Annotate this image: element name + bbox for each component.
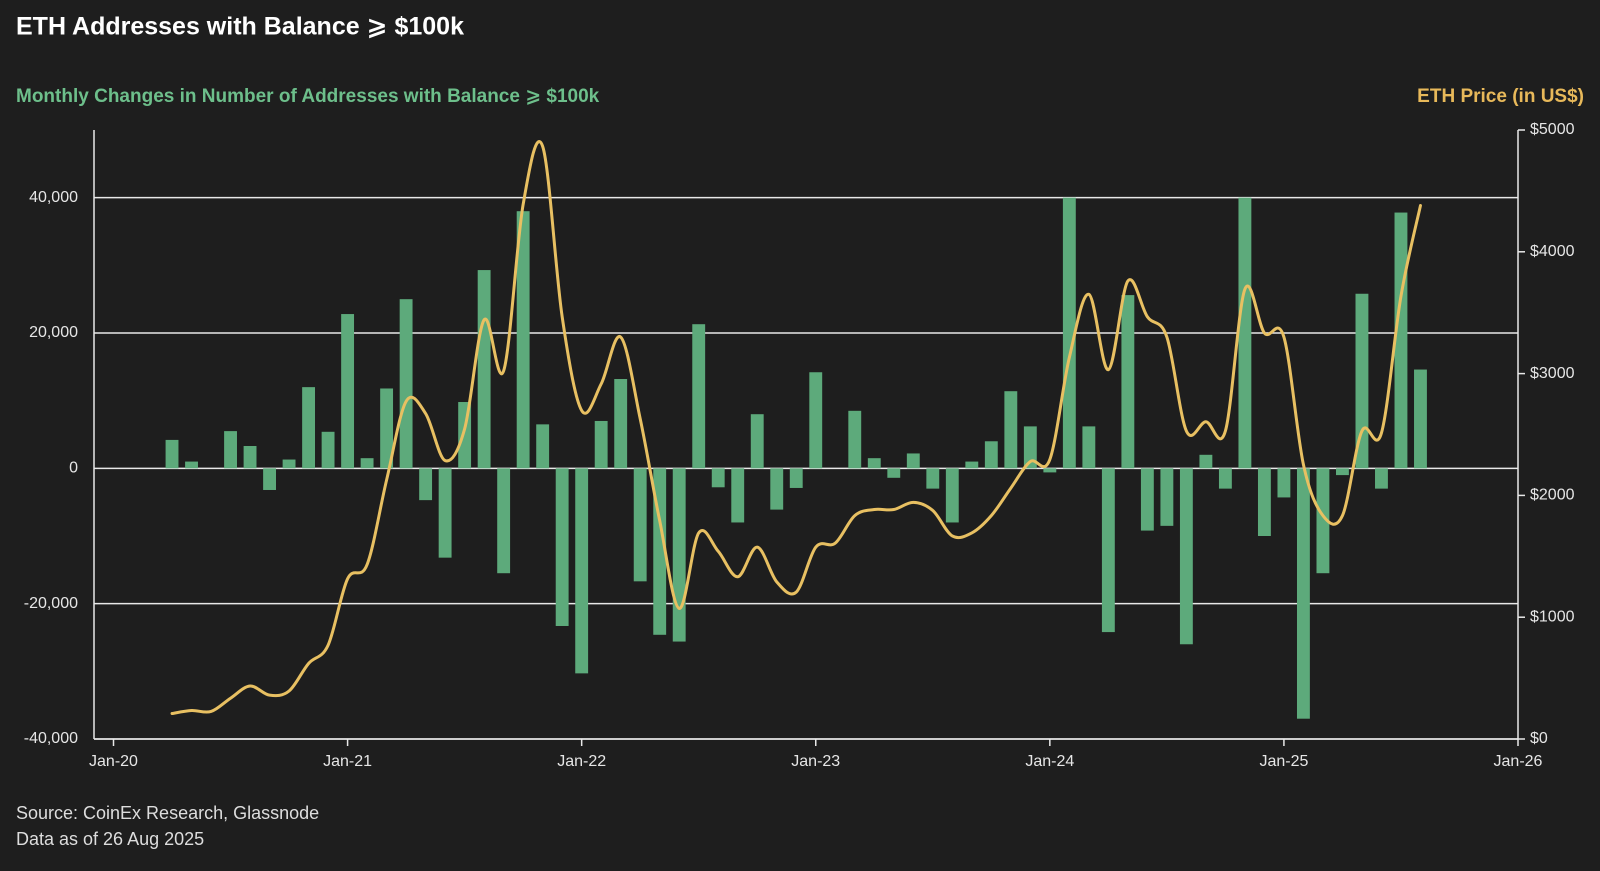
bar: [731, 468, 745, 523]
bar: [1062, 197, 1076, 469]
bar: [809, 372, 823, 469]
bar: [770, 468, 784, 510]
bar: [1375, 468, 1388, 489]
bar: [1023, 426, 1037, 469]
bar: [965, 461, 979, 469]
y2-tick-label: $3000: [1530, 365, 1575, 382]
bar: [1257, 468, 1271, 536]
y-tick-label: -20,000: [24, 595, 78, 612]
y2-tick-label: $2000: [1530, 487, 1575, 504]
x-tick-label: Jan-26: [1494, 753, 1543, 770]
bar: [516, 211, 530, 469]
bar: [1101, 468, 1115, 633]
y-tick-label: 40,000: [29, 189, 78, 206]
x-tick-label: Jan-24: [1025, 753, 1074, 770]
bar: [711, 468, 725, 488]
bar: [399, 299, 413, 469]
y2-axis-title: ETH Price (in US$): [1417, 86, 1584, 107]
bar: [945, 468, 959, 523]
bar: [594, 420, 608, 469]
bar: [380, 388, 394, 469]
x-tick-label: Jan-25: [1259, 753, 1308, 770]
y-tick-label: -40,000: [24, 730, 78, 747]
x-tick-label: Jan-22: [557, 753, 606, 770]
bar: [477, 270, 491, 469]
bar: [906, 453, 920, 469]
bar: [224, 431, 237, 469]
bar: [1004, 391, 1018, 469]
bar: [1140, 468, 1154, 531]
bar: [302, 387, 316, 469]
bar: [263, 468, 276, 490]
bar: [750, 414, 764, 469]
chart-title: ETH Addresses with Balance ⩾ $100k: [16, 13, 464, 41]
bar: [1179, 468, 1193, 645]
bar: [1336, 468, 1349, 476]
bar: [282, 459, 296, 469]
bar: [1414, 369, 1427, 469]
bar: [341, 314, 355, 469]
bar: [1043, 468, 1057, 473]
bar: [672, 468, 686, 642]
bar: [1296, 468, 1310, 719]
bar: [1121, 295, 1135, 469]
x-tick-label: Jan-21: [323, 753, 372, 770]
bar: [692, 324, 706, 469]
bar: [1316, 468, 1330, 574]
y2-tick-label: $4000: [1530, 243, 1575, 260]
y2-tick-label: $5000: [1530, 121, 1575, 138]
y2-tick-label: $1000: [1530, 608, 1575, 625]
bar: [1394, 212, 1408, 469]
bar: [614, 379, 628, 469]
bar: [633, 468, 647, 582]
bar: [1160, 468, 1174, 526]
price-line: [170, 140, 1422, 716]
bar: [360, 458, 374, 469]
source: Source: CoinEx Research, Glassnode: [16, 803, 319, 823]
bar: [789, 468, 803, 488]
bar: [887, 468, 901, 478]
bar: [1218, 468, 1232, 489]
bar: [1082, 426, 1096, 469]
bar: [497, 468, 511, 574]
bar: [867, 458, 881, 469]
bar: [848, 410, 862, 469]
bar: [321, 431, 335, 469]
y-tick-label: 20,000: [29, 324, 78, 341]
bar: [1277, 468, 1291, 498]
x-tick-label: Jan-23: [791, 753, 840, 770]
bar: [1355, 293, 1369, 469]
bar: [984, 441, 998, 469]
y-tick-label: 0: [69, 460, 78, 477]
bar: [1199, 454, 1213, 469]
bar: [536, 424, 550, 469]
bar: [926, 468, 940, 489]
x-tick-label: Jan-20: [89, 753, 138, 770]
bar: [1238, 197, 1252, 469]
bar: [243, 446, 257, 469]
y-axis-title: Monthly Changes in Number of Addresses w…: [16, 86, 600, 107]
bar: [438, 468, 452, 558]
bar: [185, 461, 198, 469]
note: Data as of 26 Aug 2025: [16, 829, 204, 849]
bar: [555, 468, 569, 626]
y2-tick-label: $0: [1530, 730, 1548, 747]
bar: [575, 468, 589, 674]
bar: [419, 468, 433, 501]
bar: [165, 439, 179, 469]
